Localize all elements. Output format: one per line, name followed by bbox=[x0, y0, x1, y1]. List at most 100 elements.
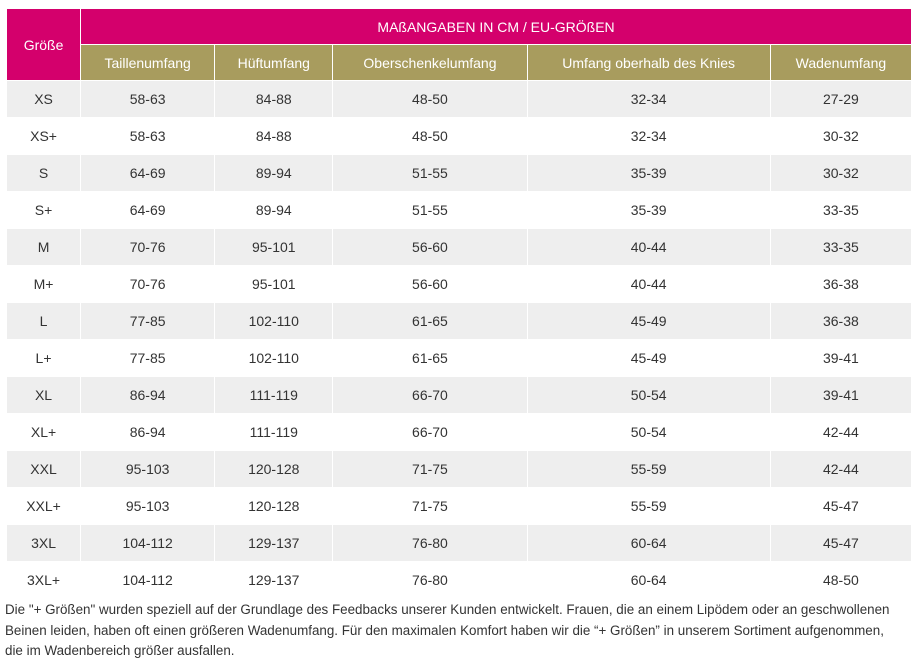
waist-cell: 104-112 bbox=[81, 562, 215, 598]
above-knee-cell: 50-54 bbox=[527, 377, 770, 413]
hip-cell: 111-119 bbox=[215, 414, 333, 450]
above-knee-cell: 60-64 bbox=[527, 562, 770, 598]
calf-cell: 42-44 bbox=[770, 414, 911, 450]
column-header-hip: Hüftumfang bbox=[215, 45, 333, 80]
size-cell: 3XL bbox=[7, 525, 81, 561]
thigh-cell: 48-50 bbox=[333, 81, 527, 117]
table-row: XL 86-94 111-119 66-70 50-54 39-41 bbox=[7, 377, 911, 413]
calf-cell: 42-44 bbox=[770, 451, 911, 487]
above-knee-cell: 32-34 bbox=[527, 81, 770, 117]
thigh-cell: 51-55 bbox=[333, 155, 527, 191]
size-column-header: Größe bbox=[7, 9, 81, 80]
hip-cell: 120-128 bbox=[215, 488, 333, 524]
calf-cell: 27-29 bbox=[770, 81, 911, 117]
above-knee-cell: 35-39 bbox=[527, 155, 770, 191]
table-row: XS 58-63 84-88 48-50 32-34 27-29 bbox=[7, 81, 911, 117]
hip-cell: 111-119 bbox=[215, 377, 333, 413]
thigh-cell: 56-60 bbox=[333, 229, 527, 265]
calf-cell: 39-41 bbox=[770, 377, 911, 413]
hip-cell: 120-128 bbox=[215, 451, 333, 487]
table-row: L+ 77-85 102-110 61-65 45-49 39-41 bbox=[7, 340, 911, 376]
waist-cell: 70-76 bbox=[81, 266, 215, 302]
thigh-cell: 71-75 bbox=[333, 488, 527, 524]
table-body: XS 58-63 84-88 48-50 32-34 27-29 XS+ 58-… bbox=[7, 81, 911, 598]
thigh-cell: 56-60 bbox=[333, 266, 527, 302]
calf-cell: 33-35 bbox=[770, 229, 911, 265]
calf-cell: 33-35 bbox=[770, 192, 911, 228]
group-header: MAßANGABEN IN CM / EU-GRÖßEN bbox=[81, 9, 911, 44]
waist-cell: 86-94 bbox=[81, 377, 215, 413]
size-cell: L+ bbox=[7, 340, 81, 376]
size-cell: XS+ bbox=[7, 118, 81, 154]
table-row: M+ 70-76 95-101 56-60 40-44 36-38 bbox=[7, 266, 911, 302]
hip-cell: 89-94 bbox=[215, 192, 333, 228]
table-row: XXL 95-103 120-128 71-75 55-59 42-44 bbox=[7, 451, 911, 487]
table-row: XXL+ 95-103 120-128 71-75 55-59 45-47 bbox=[7, 488, 911, 524]
hip-cell: 102-110 bbox=[215, 303, 333, 339]
hip-cell: 129-137 bbox=[215, 525, 333, 561]
table-row: S 64-69 89-94 51-55 35-39 30-32 bbox=[7, 155, 911, 191]
above-knee-cell: 55-59 bbox=[527, 488, 770, 524]
calf-cell: 45-47 bbox=[770, 488, 911, 524]
waist-cell: 95-103 bbox=[81, 451, 215, 487]
above-knee-cell: 50-54 bbox=[527, 414, 770, 450]
calf-cell: 36-38 bbox=[770, 303, 911, 339]
hip-cell: 95-101 bbox=[215, 229, 333, 265]
hip-cell: 89-94 bbox=[215, 155, 333, 191]
waist-cell: 64-69 bbox=[81, 155, 215, 191]
waist-cell: 77-85 bbox=[81, 340, 215, 376]
thigh-cell: 71-75 bbox=[333, 451, 527, 487]
above-knee-cell: 60-64 bbox=[527, 525, 770, 561]
above-knee-cell: 40-44 bbox=[527, 229, 770, 265]
waist-cell: 58-63 bbox=[81, 81, 215, 117]
size-cell: XXL+ bbox=[7, 488, 81, 524]
table-row: 3XL 104-112 129-137 76-80 60-64 45-47 bbox=[7, 525, 911, 561]
thigh-cell: 76-80 bbox=[333, 562, 527, 598]
above-knee-cell: 45-49 bbox=[527, 340, 770, 376]
waist-cell: 95-103 bbox=[81, 488, 215, 524]
thigh-cell: 66-70 bbox=[333, 377, 527, 413]
calf-cell: 30-32 bbox=[770, 155, 911, 191]
table-row: M 70-76 95-101 56-60 40-44 33-35 bbox=[7, 229, 911, 265]
above-knee-cell: 32-34 bbox=[527, 118, 770, 154]
table-row: XL+ 86-94 111-119 66-70 50-54 42-44 bbox=[7, 414, 911, 450]
table-header: Größe MAßANGABEN IN CM / EU-GRÖßEN Taill… bbox=[7, 9, 911, 80]
size-cell: 3XL+ bbox=[7, 562, 81, 598]
hip-cell: 84-88 bbox=[215, 118, 333, 154]
hip-cell: 95-101 bbox=[215, 266, 333, 302]
calf-cell: 48-50 bbox=[770, 562, 911, 598]
hip-cell: 129-137 bbox=[215, 562, 333, 598]
above-knee-cell: 45-49 bbox=[527, 303, 770, 339]
above-knee-cell: 40-44 bbox=[527, 266, 770, 302]
above-knee-cell: 55-59 bbox=[527, 451, 770, 487]
size-cell: XXL bbox=[7, 451, 81, 487]
waist-cell: 86-94 bbox=[81, 414, 215, 450]
table-row: XS+ 58-63 84-88 48-50 32-34 30-32 bbox=[7, 118, 911, 154]
thigh-cell: 61-65 bbox=[333, 303, 527, 339]
waist-cell: 77-85 bbox=[81, 303, 215, 339]
column-header-thigh: Oberschenkelumfang bbox=[333, 45, 527, 80]
size-cell: XL bbox=[7, 377, 81, 413]
thigh-cell: 76-80 bbox=[333, 525, 527, 561]
size-cell: XS bbox=[7, 81, 81, 117]
size-cell: S+ bbox=[7, 192, 81, 228]
thigh-cell: 48-50 bbox=[333, 118, 527, 154]
calf-cell: 45-47 bbox=[770, 525, 911, 561]
waist-cell: 64-69 bbox=[81, 192, 215, 228]
waist-cell: 58-63 bbox=[81, 118, 215, 154]
hip-cell: 102-110 bbox=[215, 340, 333, 376]
thigh-cell: 66-70 bbox=[333, 414, 527, 450]
sizing-note: Die "+ Größen" wurden speziell auf der G… bbox=[5, 602, 890, 658]
waist-cell: 70-76 bbox=[81, 229, 215, 265]
table-row: 3XL+ 104-112 129-137 76-80 60-64 48-50 bbox=[7, 562, 911, 598]
hip-cell: 84-88 bbox=[215, 81, 333, 117]
table-row: S+ 64-69 89-94 51-55 35-39 33-35 bbox=[7, 192, 911, 228]
column-header-waist: Taillenumfang bbox=[81, 45, 215, 80]
size-cell: M bbox=[7, 229, 81, 265]
column-header-calf: Wadenumfang bbox=[770, 45, 911, 80]
calf-cell: 36-38 bbox=[770, 266, 911, 302]
above-knee-cell: 35-39 bbox=[527, 192, 770, 228]
calf-cell: 30-32 bbox=[770, 118, 911, 154]
calf-cell: 39-41 bbox=[770, 340, 911, 376]
